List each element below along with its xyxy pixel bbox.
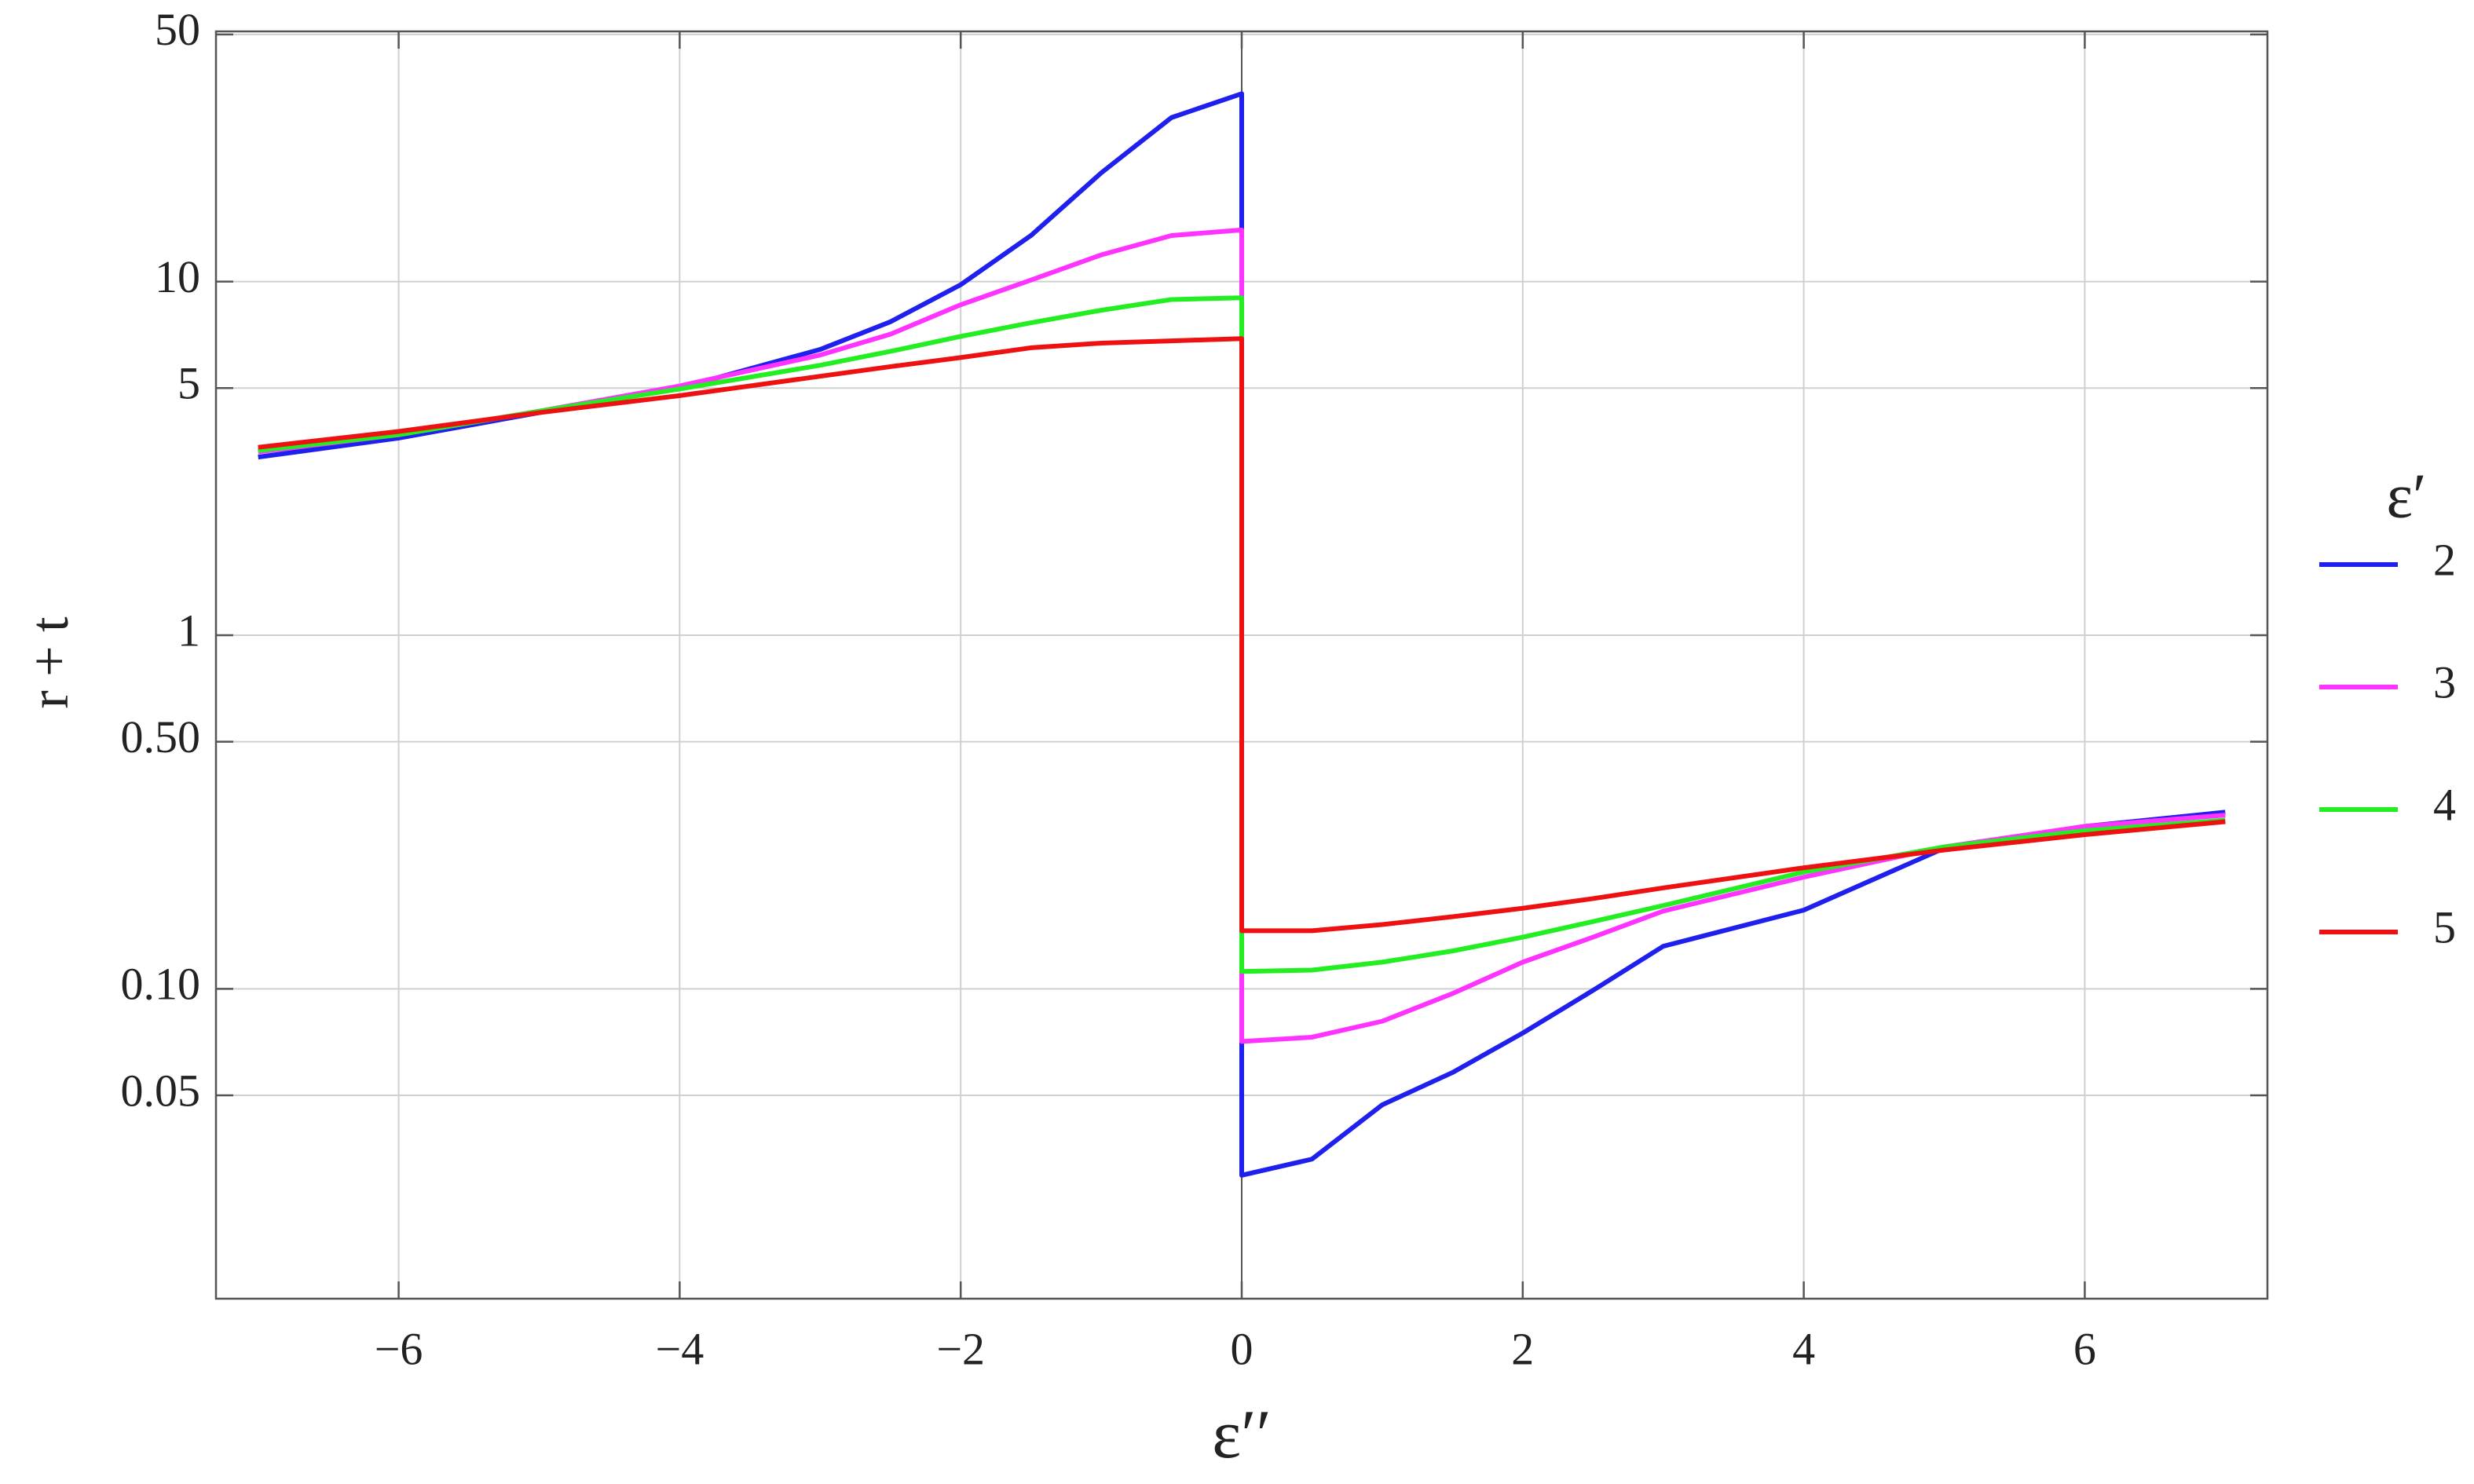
y-tick-label: 5 [177, 358, 200, 409]
x-tick-label: 6 [2073, 1323, 2096, 1374]
legend-label: 5 [2433, 901, 2456, 952]
axes: −6 −4 −2 0 2 4 6 0.05 0.10 0.50 1 5 10 50 [121, 4, 2267, 1374]
series-layer [258, 91, 2226, 1178]
data-line [258, 336, 2226, 934]
x-tick-label: −2 [936, 1323, 985, 1374]
y-tick-label: 1 [177, 605, 200, 656]
x-tick-label: 2 [1511, 1323, 1534, 1374]
x-tick-label: 0 [1231, 1323, 1253, 1374]
x-axis-label: ε′′ [1212, 1397, 1271, 1473]
legend-title: ε′ [2386, 462, 2426, 531]
y-axis-label: r + t [20, 616, 80, 709]
x-tick-label: 4 [1792, 1323, 1815, 1374]
y-tick-label: 0.05 [121, 1065, 201, 1116]
y-tick-label: 0.10 [121, 959, 201, 1010]
x-tick-label: −6 [375, 1323, 423, 1374]
legend-label: 2 [2433, 534, 2456, 585]
y-tick-label: 0.50 [121, 711, 201, 762]
legend-label: 4 [2433, 779, 2456, 830]
y-tick-label: 10 [155, 251, 200, 302]
x-tick-label: −4 [656, 1323, 705, 1374]
legend: 2 3 4 5 [2319, 534, 2456, 952]
y-tick-label: 50 [155, 4, 200, 55]
legend-label: 3 [2433, 656, 2456, 707]
